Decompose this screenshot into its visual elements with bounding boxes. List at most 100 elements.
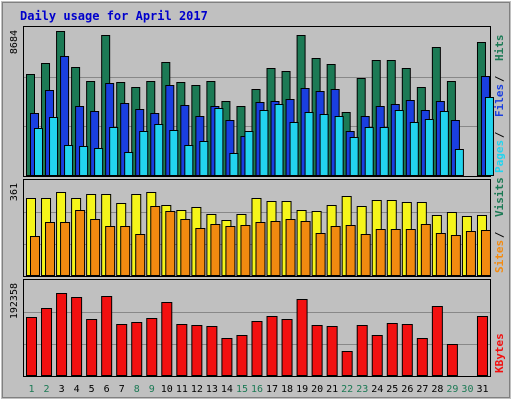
bar-pages xyxy=(304,112,314,176)
bar-pages xyxy=(454,149,464,176)
bar-pages xyxy=(139,131,149,176)
bar-kbytes xyxy=(56,293,68,376)
bar-sites xyxy=(255,222,266,276)
bar-sites xyxy=(150,206,161,276)
axis-label-separator: / xyxy=(493,75,506,82)
x-tick-label: 14 xyxy=(221,384,233,395)
bar-kbytes xyxy=(221,338,233,376)
x-tick-label: 9 xyxy=(149,384,155,395)
bar-sites xyxy=(285,219,296,276)
axis-label-separator: / xyxy=(493,231,506,238)
axis-label-pages: Pages xyxy=(493,140,506,173)
x-tick-label: 13 xyxy=(206,384,218,395)
x-tick-label: 31 xyxy=(476,384,488,395)
bar-pages xyxy=(154,124,164,176)
x-tick-label: 21 xyxy=(326,384,338,395)
x-tick-label: 28 xyxy=(431,384,443,395)
bar-sites xyxy=(465,231,476,276)
bar-pages xyxy=(229,153,239,176)
bar-pages xyxy=(244,131,254,176)
bar-pages xyxy=(124,152,134,176)
bar-sites xyxy=(75,210,86,276)
bar-sites xyxy=(240,225,251,276)
bar-pages xyxy=(334,116,344,176)
bar-sites xyxy=(390,229,401,276)
axis-label-group: Pages / Files / Hits xyxy=(493,35,506,174)
bar-pages xyxy=(409,122,419,176)
bar-pages xyxy=(484,97,494,176)
bar-kbytes xyxy=(176,324,188,376)
bar-pages xyxy=(379,127,389,176)
y-tick-label: 361 xyxy=(9,183,20,201)
bar-pages xyxy=(259,110,269,176)
bar-kbytes xyxy=(446,344,458,376)
bar-pages xyxy=(109,127,119,176)
x-tick-label: 23 xyxy=(356,384,368,395)
bar-sites xyxy=(450,235,461,276)
x-tick-label: 22 xyxy=(341,384,353,395)
bar-sites xyxy=(210,224,221,276)
bar-kbytes xyxy=(416,338,428,376)
bar-kbytes xyxy=(86,319,98,376)
bar-pages xyxy=(64,145,74,176)
bar-pages xyxy=(424,119,434,176)
bar-kbytes xyxy=(206,326,218,376)
series-kbytes xyxy=(26,293,488,376)
bar-sites xyxy=(435,233,446,276)
bar-kbytes xyxy=(191,325,203,376)
bar-sites xyxy=(60,222,71,276)
bar-pages xyxy=(289,122,299,176)
bar-kbytes xyxy=(266,316,278,376)
bar-kbytes xyxy=(116,324,128,376)
bar-kbytes xyxy=(356,325,368,376)
series-sites xyxy=(30,206,491,276)
x-tick-label: 24 xyxy=(371,384,383,395)
bar-sites xyxy=(480,230,491,276)
bar-pages xyxy=(79,146,89,176)
bar-sites xyxy=(420,224,431,276)
x-tick-label: 26 xyxy=(401,384,413,395)
x-tick-label: 6 xyxy=(104,384,110,395)
bar-pages xyxy=(34,128,43,176)
bar-kbytes xyxy=(311,325,323,376)
x-tick-label: 17 xyxy=(266,384,278,395)
bar-sites xyxy=(315,233,326,276)
bar-kbytes xyxy=(26,317,37,376)
bar-sites xyxy=(405,229,416,276)
x-tick-label: 27 xyxy=(416,384,428,395)
bar-sites xyxy=(195,228,206,276)
x-tick-label: 1 xyxy=(29,384,35,395)
bar-kbytes xyxy=(371,335,383,376)
series-pages xyxy=(34,97,494,176)
bar-sites xyxy=(180,219,191,276)
axis-label-kbytes: KBytes xyxy=(493,333,506,373)
axis-label-hits: Hits xyxy=(493,35,506,62)
bar-sites xyxy=(225,226,236,276)
y-tick-label: 192358 xyxy=(9,283,20,319)
bar-sites xyxy=(165,211,176,276)
bar-pages xyxy=(94,148,104,176)
x-tick-label: 8 xyxy=(134,384,140,395)
axis-label-group: Sites / Visits xyxy=(493,177,506,273)
bar-kbytes xyxy=(341,351,353,376)
x-tick-label: 25 xyxy=(386,384,398,395)
bar-kbytes xyxy=(131,322,143,376)
x-tick-label: 30 xyxy=(461,384,473,395)
bar-pages xyxy=(364,127,374,176)
bar-sites xyxy=(90,219,101,276)
x-tick-label: 20 xyxy=(311,384,323,395)
bar-kbytes xyxy=(296,299,308,376)
bar-sites xyxy=(30,236,40,276)
bar-kbytes xyxy=(101,296,113,376)
x-tick-label: 16 xyxy=(251,384,263,395)
bar-kbytes xyxy=(431,306,443,376)
bar-kbytes xyxy=(146,318,158,376)
x-tick-label: 11 xyxy=(176,384,188,395)
bar-pages xyxy=(274,104,284,176)
axis-label-group: KBytes xyxy=(493,333,506,373)
x-tick-label: 12 xyxy=(191,384,203,395)
bar-sites xyxy=(330,226,341,276)
x-tick-label: 2 xyxy=(44,384,50,395)
x-tick-label: 3 xyxy=(59,384,65,395)
